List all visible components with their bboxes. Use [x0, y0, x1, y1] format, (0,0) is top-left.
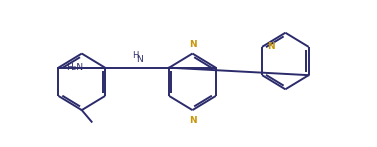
Text: N: N: [188, 40, 196, 49]
Text: N: N: [188, 116, 196, 125]
Text: N: N: [136, 55, 143, 64]
Text: H₂N: H₂N: [66, 63, 83, 72]
Text: H: H: [132, 51, 138, 60]
Text: N: N: [267, 42, 274, 51]
